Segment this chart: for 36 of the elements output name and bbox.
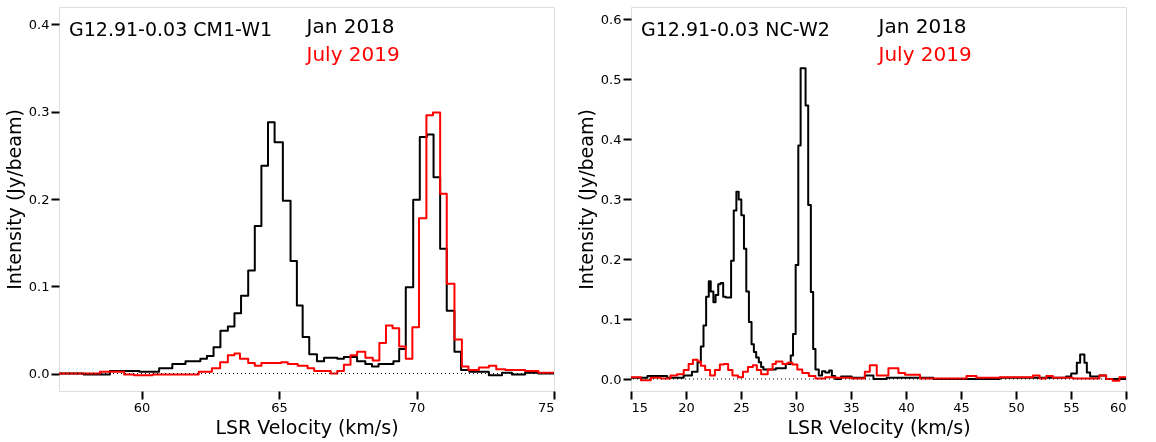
- x-tick-label: 40: [898, 399, 915, 415]
- text: Jan 2018: [876, 14, 967, 38]
- x-tick-label: 25: [733, 399, 750, 415]
- x-tick-label: 65: [271, 399, 288, 415]
- y-tick-label: 0.6: [600, 11, 622, 27]
- y-tick-label: 0.3: [600, 191, 622, 207]
- x-tick-label: 35: [843, 399, 860, 415]
- x-tick-label: 20: [678, 399, 695, 415]
- y-tick-label: 0.2: [600, 251, 622, 267]
- x-tick-label: 45: [953, 399, 970, 415]
- x-tick-label: 60: [133, 399, 151, 415]
- text: July 2019: [876, 42, 972, 66]
- y-axis-title: Intensity (Jy/beam): [574, 109, 597, 290]
- y-tick-label: 0.1: [28, 278, 50, 294]
- y-tick-label: 0.0: [28, 366, 50, 382]
- x-tick-label: 15: [631, 399, 649, 415]
- text: July 2019: [304, 42, 400, 66]
- x-tick-label: 55: [1063, 399, 1080, 415]
- x-axis-title: LSR Velocity (km/s): [787, 415, 971, 438]
- x-tick-label: 75: [537, 399, 555, 415]
- y-tick-label: 0.5: [600, 71, 622, 87]
- x-tick-label: 30: [788, 399, 805, 415]
- x-tick-label: 70: [408, 399, 426, 415]
- y-tick-label: 0.4: [600, 131, 622, 147]
- x-axis-title: LSR Velocity (km/s): [215, 415, 399, 438]
- text: G12.91-0.03 NC-W2: [641, 18, 830, 40]
- x-tick-label: 50: [1008, 399, 1025, 415]
- y-tick-label: 0.3: [28, 104, 50, 120]
- y-tick-label: 0.1: [600, 311, 622, 327]
- y-tick-label: 0.2: [28, 191, 50, 207]
- x-tick-label: 60: [1109, 399, 1127, 415]
- text: Jan 2018: [304, 14, 395, 38]
- y-axis-title: Intensity (Jy/beam): [2, 109, 25, 290]
- y-tick-label: 0.4: [28, 16, 50, 32]
- text: G12.91-0.03 CM1-W1: [69, 18, 273, 40]
- y-tick-label: 0.0: [600, 371, 622, 387]
